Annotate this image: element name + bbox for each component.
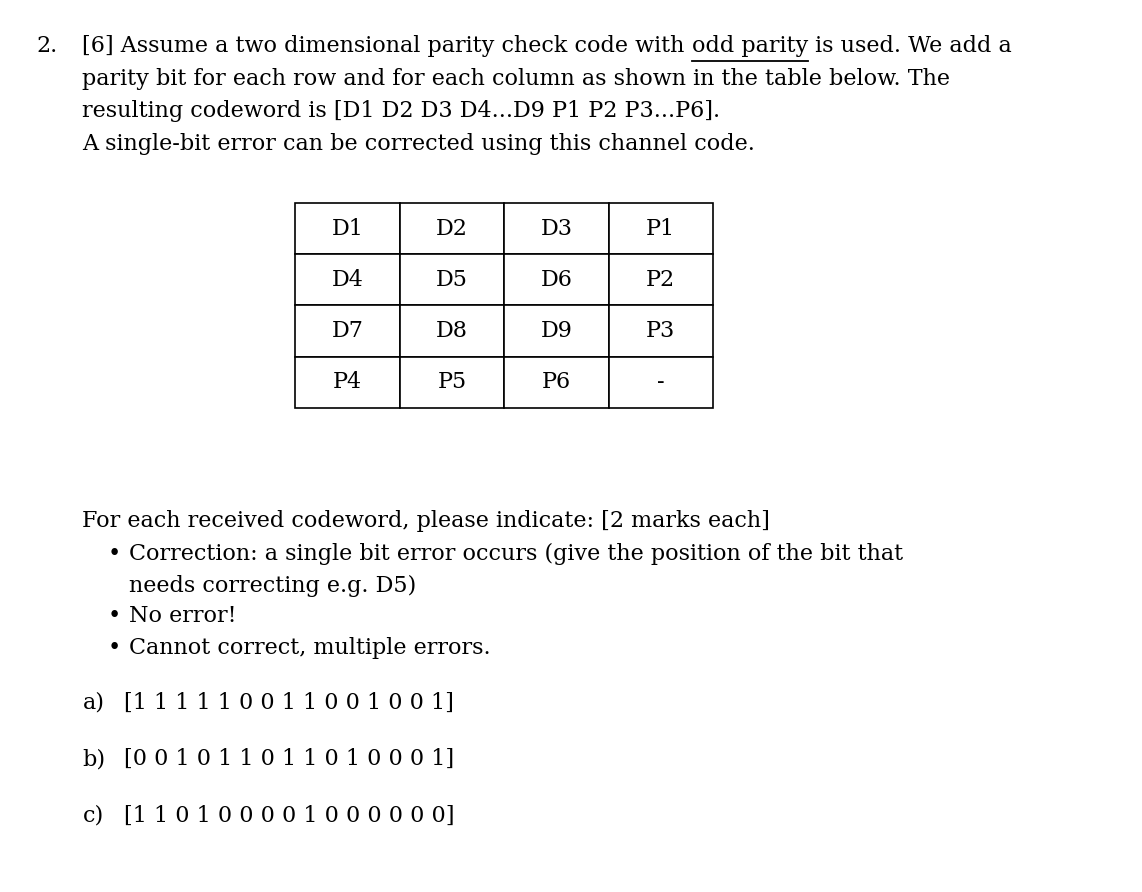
Text: -: - <box>657 371 665 393</box>
Text: [6] Assume a two dimensional parity check code with: [6] Assume a two dimensional parity chec… <box>82 35 692 57</box>
Bar <box>504 305 609 357</box>
Bar <box>400 254 504 305</box>
Text: 2.: 2. <box>37 35 58 57</box>
Text: needs correcting e.g. D5): needs correcting e.g. D5) <box>129 575 417 597</box>
Bar <box>400 203 504 254</box>
Bar <box>400 305 504 357</box>
Text: A single-bit error can be corrected using this channel code.: A single-bit error can be corrected usin… <box>82 133 755 155</box>
Text: c): c) <box>82 805 104 827</box>
Bar <box>400 357 504 408</box>
Text: [0 0 1 0 1 1 0 1 1 0 1 0 0 0 1]: [0 0 1 0 1 1 0 1 1 0 1 0 0 0 1] <box>123 748 453 770</box>
Text: D3: D3 <box>540 218 572 240</box>
Text: [1 1 1 1 1 0 0 1 1 0 0 1 0 0 1]: [1 1 1 1 1 0 0 1 1 0 0 1 0 0 1] <box>123 691 453 714</box>
Text: b): b) <box>82 748 105 770</box>
Text: D6: D6 <box>540 268 572 291</box>
Text: D2: D2 <box>436 218 468 240</box>
Bar <box>296 357 400 408</box>
Bar <box>504 203 609 254</box>
Text: odd parity: odd parity <box>692 35 809 57</box>
Text: D4: D4 <box>331 268 363 291</box>
Text: parity bit for each row and for each column as shown in the table below. The: parity bit for each row and for each col… <box>82 68 950 90</box>
Text: D9: D9 <box>540 320 572 343</box>
Bar <box>296 305 400 357</box>
Text: D8: D8 <box>436 320 468 343</box>
Text: is used. We add a: is used. We add a <box>809 35 1012 57</box>
Bar <box>296 254 400 305</box>
Text: P3: P3 <box>646 320 675 343</box>
Bar <box>504 254 609 305</box>
Text: P4: P4 <box>333 371 362 393</box>
Bar <box>609 305 713 357</box>
Text: P5: P5 <box>437 371 467 393</box>
Text: Cannot correct, multiple errors.: Cannot correct, multiple errors. <box>129 637 491 659</box>
Text: For each received codeword, please indicate: [2 marks each]: For each received codeword, please indic… <box>82 509 771 532</box>
Text: P1: P1 <box>646 218 675 240</box>
Text: D1: D1 <box>331 218 363 240</box>
Bar <box>609 254 713 305</box>
Bar <box>609 203 713 254</box>
Text: D7: D7 <box>331 320 363 343</box>
Text: resulting codeword is [D1 D2 D3 D4...D9 P1 P2 P3...P6].: resulting codeword is [D1 D2 D3 D4...D9 … <box>82 101 721 122</box>
Bar <box>504 357 609 408</box>
Text: [1 1 0 1 0 0 0 0 1 0 0 0 0 0 0]: [1 1 0 1 0 0 0 0 1 0 0 0 0 0 0] <box>123 805 455 827</box>
Text: No error!: No error! <box>129 605 236 627</box>
Text: •: • <box>107 605 121 627</box>
Text: Correction: a single bit error occurs (give the position of the bit that: Correction: a single bit error occurs (g… <box>129 543 903 566</box>
Bar <box>609 357 713 408</box>
Bar <box>296 203 400 254</box>
Text: •: • <box>107 637 121 659</box>
Text: P2: P2 <box>646 268 675 291</box>
Text: a): a) <box>82 691 104 714</box>
Text: P6: P6 <box>541 371 571 393</box>
Text: •: • <box>107 543 121 566</box>
Text: D5: D5 <box>436 268 468 291</box>
